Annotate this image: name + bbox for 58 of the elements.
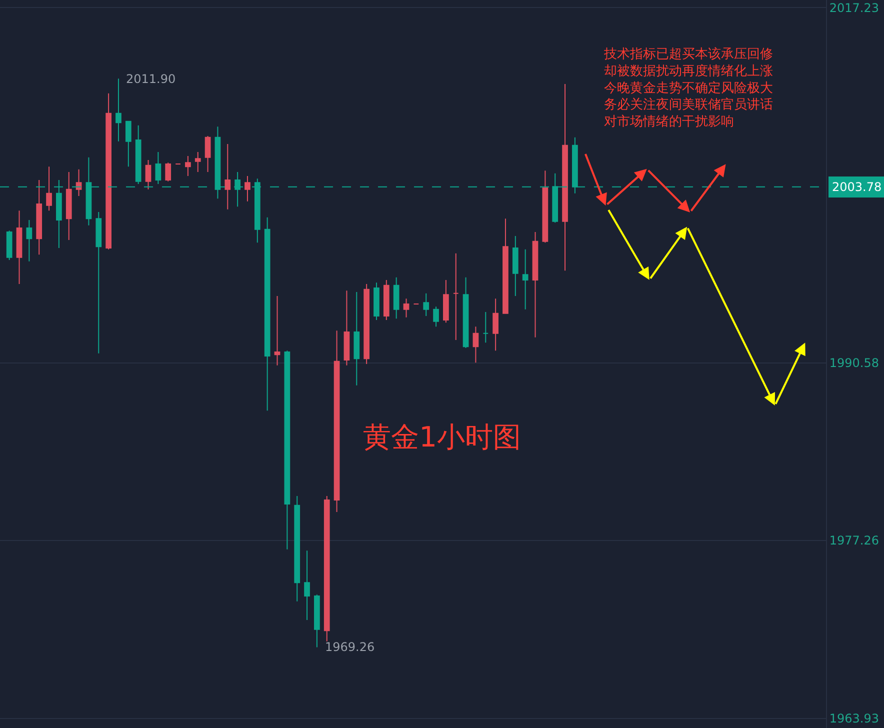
candlestick xyxy=(194,152,201,172)
y-tick-label: 2017.23 xyxy=(829,0,880,15)
candlestick xyxy=(264,216,270,412)
annotation: 2011.90 xyxy=(126,72,176,86)
candlestick xyxy=(145,160,152,190)
candlestick xyxy=(423,292,430,316)
y-tick-label: 1990.58 xyxy=(829,356,880,370)
candlestick xyxy=(334,330,340,512)
candlestick xyxy=(364,284,370,364)
y-tick-label: 1977.26 xyxy=(829,534,880,548)
candlestick xyxy=(462,276,469,348)
candlestick xyxy=(204,136,211,172)
candlestick xyxy=(294,496,300,602)
candlestick xyxy=(274,296,280,366)
candlestick xyxy=(314,594,320,648)
candlestick xyxy=(244,176,250,202)
candlestick xyxy=(324,496,330,642)
annotation: 1969.26 xyxy=(325,640,375,654)
candlestick xyxy=(135,124,142,184)
ref-line-label: 2003.78 xyxy=(832,180,882,194)
candlestick xyxy=(403,298,410,318)
candlestick xyxy=(96,212,102,354)
candlestick xyxy=(304,550,310,620)
candlestick xyxy=(36,180,42,256)
candlestick xyxy=(482,312,489,344)
candlestick xyxy=(165,162,172,182)
candlestick xyxy=(393,276,400,320)
candlestick xyxy=(116,78,122,142)
candlestick xyxy=(76,168,82,196)
candlestick xyxy=(106,92,112,250)
candlestick xyxy=(562,84,568,272)
candlestick xyxy=(26,220,32,262)
y-tick-label: 1963.93 xyxy=(829,711,880,726)
candlestick xyxy=(155,152,162,184)
text: 黄金1小时图 xyxy=(363,420,521,454)
candlestick xyxy=(6,230,12,260)
candlestick xyxy=(224,144,231,210)
candlestick xyxy=(433,306,439,328)
candlestick xyxy=(472,326,479,364)
candlestick xyxy=(66,172,72,240)
candlestick xyxy=(532,232,538,338)
candlestick xyxy=(522,248,528,310)
candlestick xyxy=(512,236,518,296)
candlestick xyxy=(354,292,360,386)
candlestick xyxy=(125,120,132,168)
candlestick xyxy=(284,350,290,550)
candlestick xyxy=(383,280,390,320)
candlestick xyxy=(185,156,191,176)
candlestick xyxy=(452,252,459,340)
candlestick xyxy=(16,210,22,284)
annotation: 技术指标已超买本该承压回修却被数据扰动再度情绪化上涨今晚黄金走势不确定风险极大务必关注夜间美联储官员讲话对市场情绪的干扰影响 xyxy=(603,46,773,130)
candlestick xyxy=(492,298,498,352)
candlestick xyxy=(374,282,380,320)
candlestick xyxy=(46,166,52,212)
candlestick xyxy=(542,170,548,244)
candlestick xyxy=(502,218,508,314)
candlestick xyxy=(443,280,449,324)
candlestick xyxy=(344,290,350,366)
